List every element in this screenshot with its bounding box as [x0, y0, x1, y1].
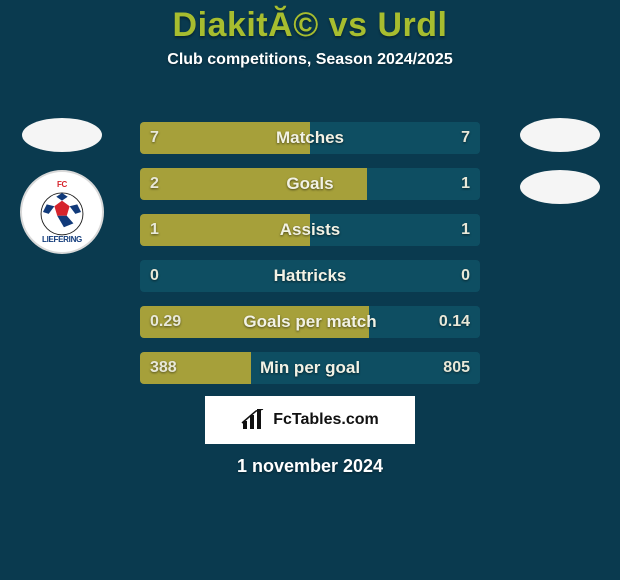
- right-player-silhouette-2: [520, 170, 600, 204]
- stat-label: Assists: [280, 220, 340, 240]
- bar-chart-icon: [241, 409, 267, 431]
- stat-value-left: 0: [150, 267, 159, 285]
- stat-row: 0 0 Hattricks: [140, 260, 480, 292]
- club-fc-label: FC: [57, 180, 67, 189]
- comparison-title: DiakitĂ© vs Urdl: [0, 0, 620, 45]
- stat-row: 388 805 Min per goal: [140, 352, 480, 384]
- stat-value-left: 7: [150, 129, 159, 147]
- right-player-badges: [520, 118, 600, 204]
- stat-row: 1 1 Assists: [140, 214, 480, 246]
- right-player-silhouette-1: [520, 118, 600, 152]
- stat-label: Hattricks: [274, 266, 347, 286]
- stat-value-right: 0: [461, 267, 470, 285]
- left-club-badge: FC LIEFERING: [20, 170, 104, 254]
- left-player-silhouette: [22, 118, 102, 152]
- brand-text: FcTables.com: [273, 411, 379, 429]
- club-name-label: LIEFERING: [42, 235, 82, 244]
- stats-rows: 7 7 Matches 2 1 Goals 1 1 Assists 0 0 Hattricks 0.29…: [140, 122, 480, 384]
- stat-value-right: 1: [461, 221, 470, 239]
- stat-label: Goals per match: [243, 312, 376, 332]
- stat-value-right: 7: [461, 129, 470, 147]
- stat-value-left: 0.29: [150, 313, 181, 331]
- stat-label: Matches: [276, 128, 344, 148]
- stat-value-left: 1: [150, 221, 159, 239]
- brand-footer: FcTables.com: [205, 396, 415, 444]
- stat-label: Min per goal: [260, 358, 360, 378]
- stat-value-right: 0.14: [439, 313, 470, 331]
- stat-value-left: 388: [150, 359, 177, 377]
- left-player-badges: FC LIEFERING: [20, 118, 104, 254]
- stat-value-right: 1: [461, 175, 470, 193]
- stat-row: 7 7 Matches: [140, 122, 480, 154]
- stat-value-left: 2: [150, 175, 159, 193]
- comparison-subtitle: Club competitions, Season 2024/2025: [0, 51, 620, 69]
- snapshot-date: 1 november 2024: [237, 456, 383, 477]
- stat-label: Goals: [286, 174, 333, 194]
- stat-value-right: 805: [443, 359, 470, 377]
- stat-row: 0.29 0.14 Goals per match: [140, 306, 480, 338]
- stat-row: 2 1 Goals: [140, 168, 480, 200]
